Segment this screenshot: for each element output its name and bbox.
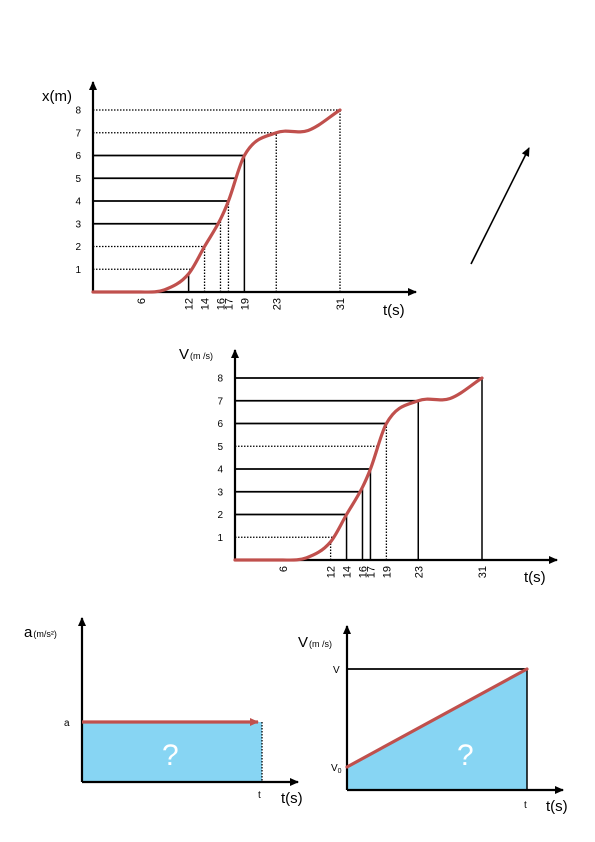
y-axis-label: x(m)	[42, 88, 72, 105]
y-tick-label: 3	[75, 219, 81, 230]
y-tick-label: 4	[75, 197, 81, 208]
t-marker: t	[524, 800, 527, 811]
x-tick-label: 17	[223, 298, 235, 310]
y-tick-label: 1	[217, 533, 223, 544]
y-tick-label: 1	[75, 265, 81, 276]
t-marker: t	[258, 790, 261, 801]
a-marker: a	[64, 718, 70, 729]
y-tick-label: 4	[217, 465, 223, 476]
x-axis-label: t(s)	[524, 569, 546, 586]
x-tick-label: 31	[335, 298, 347, 310]
velocity-line	[345, 667, 529, 769]
x-tick-label: 23	[271, 298, 283, 310]
acceleration-time-chart: a(m/s²) a t t(s) ?	[24, 617, 303, 807]
x-tick-label: 12	[184, 298, 196, 310]
x-tick-label: 19	[239, 298, 251, 310]
x-tick-label: 14	[342, 566, 354, 578]
y-tick-label: 5	[75, 174, 81, 185]
x-tick-label: 12	[326, 566, 338, 578]
y-tick-label: 8	[217, 374, 223, 385]
y-axis-label: V(m /s)	[179, 346, 213, 363]
x-tick-label: 14	[200, 298, 212, 310]
x-tick-label: 31	[477, 566, 489, 578]
y-axis-label: a(m/s²)	[24, 624, 57, 641]
area-under-curve	[82, 722, 262, 782]
y-tick-label: 3	[217, 487, 223, 498]
v-marker: V	[333, 665, 340, 676]
x-tick-label: 23	[413, 566, 425, 578]
v0-marker: V0	[331, 763, 342, 775]
velocity-curve	[233, 376, 484, 562]
x-tick-label: 16	[357, 566, 369, 578]
linear-velocity-chart: V(m /s) V V0 t t(s) ?	[298, 625, 568, 815]
y-tick-label: 2	[75, 242, 81, 253]
x-tick-label: 6	[136, 298, 148, 304]
y-tick-label: 2	[217, 510, 223, 521]
position-curve	[91, 108, 342, 294]
x-axis-label: t(s)	[281, 790, 303, 807]
y-axis-label: V(m /s)	[298, 634, 332, 651]
x-axis-label: t(s)	[383, 302, 405, 319]
y-tick-label: 6	[75, 151, 81, 162]
y-tick-label: 6	[217, 419, 223, 430]
x-tick-label: 19	[381, 566, 393, 578]
area-under-curve	[347, 669, 527, 790]
y-tick-label: 5	[217, 442, 223, 453]
y-tick-label: 7	[217, 396, 223, 407]
y-tick-label: 7	[75, 128, 81, 139]
question-mark: ?	[162, 739, 179, 772]
diagonal-arrow	[470, 147, 530, 265]
x-tick-label: 17	[365, 566, 377, 578]
x-axis-label: t(s)	[546, 798, 568, 815]
x-tick-label: 6	[278, 566, 290, 572]
question-mark: ?	[457, 739, 474, 772]
x-tick-label: 16	[215, 298, 227, 310]
y-tick-label: 8	[75, 106, 81, 117]
